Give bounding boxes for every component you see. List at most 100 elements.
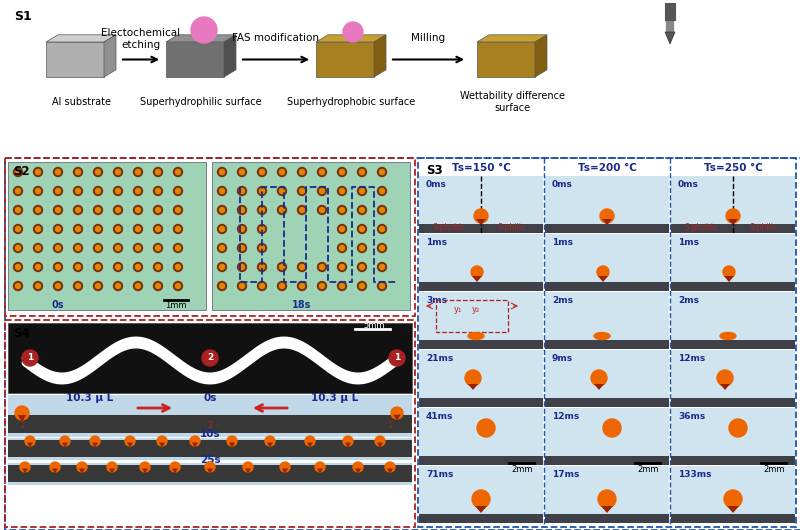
Bar — [671, 282, 795, 291]
Polygon shape — [62, 443, 68, 447]
Circle shape — [299, 284, 305, 288]
Text: 17ms: 17ms — [552, 470, 579, 479]
Circle shape — [298, 187, 306, 196]
Text: y₁: y₁ — [454, 305, 462, 314]
Text: 0s: 0s — [52, 300, 64, 310]
Polygon shape — [594, 384, 604, 390]
Polygon shape — [172, 469, 178, 473]
Circle shape — [75, 226, 81, 232]
Polygon shape — [109, 469, 115, 473]
Bar — [5, 320, 415, 527]
Circle shape — [305, 436, 315, 446]
Circle shape — [15, 226, 21, 232]
Text: 2mm: 2mm — [511, 464, 533, 473]
Circle shape — [359, 170, 365, 174]
Polygon shape — [355, 469, 361, 473]
Circle shape — [75, 264, 81, 269]
Polygon shape — [92, 443, 98, 447]
Circle shape — [74, 225, 82, 234]
Circle shape — [174, 243, 182, 252]
Polygon shape — [468, 384, 478, 390]
Circle shape — [55, 284, 61, 288]
Text: 133ms: 133ms — [678, 470, 711, 479]
Circle shape — [724, 490, 742, 508]
Circle shape — [238, 206, 246, 215]
Bar — [545, 514, 669, 523]
Circle shape — [219, 189, 225, 193]
Circle shape — [258, 167, 266, 176]
Text: S3: S3 — [426, 164, 442, 177]
Circle shape — [75, 170, 81, 174]
Polygon shape — [192, 443, 198, 447]
Circle shape — [155, 264, 161, 269]
Circle shape — [155, 226, 161, 232]
Circle shape — [15, 284, 21, 288]
Circle shape — [319, 264, 325, 269]
Circle shape — [35, 208, 41, 213]
Circle shape — [299, 208, 305, 213]
Bar — [671, 224, 795, 233]
Circle shape — [134, 243, 142, 252]
Circle shape — [34, 262, 42, 271]
Circle shape — [155, 208, 161, 213]
Circle shape — [258, 187, 266, 196]
Circle shape — [50, 462, 60, 472]
Circle shape — [598, 490, 616, 508]
Circle shape — [597, 266, 609, 278]
Circle shape — [55, 189, 61, 193]
Circle shape — [299, 170, 305, 174]
Circle shape — [205, 462, 215, 472]
Circle shape — [15, 245, 21, 251]
Text: 1: 1 — [19, 421, 25, 430]
Text: 25s: 25s — [200, 455, 220, 465]
Circle shape — [134, 167, 142, 176]
Bar — [419, 234, 543, 291]
Circle shape — [35, 264, 41, 269]
Text: S4: S4 — [13, 327, 30, 340]
Circle shape — [343, 436, 353, 446]
Circle shape — [94, 187, 102, 196]
Circle shape — [258, 262, 266, 271]
Circle shape — [379, 189, 385, 193]
Circle shape — [391, 407, 403, 419]
Circle shape — [219, 284, 225, 288]
Circle shape — [114, 167, 122, 176]
Circle shape — [54, 262, 62, 271]
Circle shape — [378, 225, 386, 234]
Polygon shape — [727, 506, 739, 513]
Circle shape — [15, 208, 21, 213]
Circle shape — [239, 245, 245, 251]
Circle shape — [238, 262, 246, 271]
Text: S-phobic: S-phobic — [685, 224, 718, 233]
Circle shape — [115, 245, 121, 251]
Circle shape — [114, 262, 122, 271]
Circle shape — [154, 167, 162, 176]
Circle shape — [259, 208, 265, 213]
Circle shape — [279, 284, 285, 288]
Polygon shape — [472, 276, 482, 282]
Ellipse shape — [720, 332, 736, 340]
Circle shape — [278, 281, 286, 290]
Polygon shape — [720, 384, 730, 390]
Bar — [545, 282, 669, 291]
Circle shape — [279, 208, 285, 213]
Text: 12ms: 12ms — [552, 412, 579, 421]
Polygon shape — [166, 42, 224, 77]
Text: 1: 1 — [394, 354, 400, 363]
Circle shape — [115, 226, 121, 232]
Circle shape — [238, 225, 246, 234]
Circle shape — [280, 462, 290, 472]
Circle shape — [74, 206, 82, 215]
Circle shape — [227, 436, 237, 446]
Circle shape — [54, 243, 62, 252]
Circle shape — [14, 281, 22, 290]
Polygon shape — [282, 469, 288, 473]
Ellipse shape — [468, 332, 484, 340]
Circle shape — [134, 206, 142, 215]
Text: Electochemical
etching: Electochemical etching — [102, 28, 181, 50]
Circle shape — [55, 170, 61, 174]
Bar — [545, 292, 669, 349]
Circle shape — [338, 262, 346, 271]
Circle shape — [135, 189, 141, 193]
Circle shape — [134, 262, 142, 271]
